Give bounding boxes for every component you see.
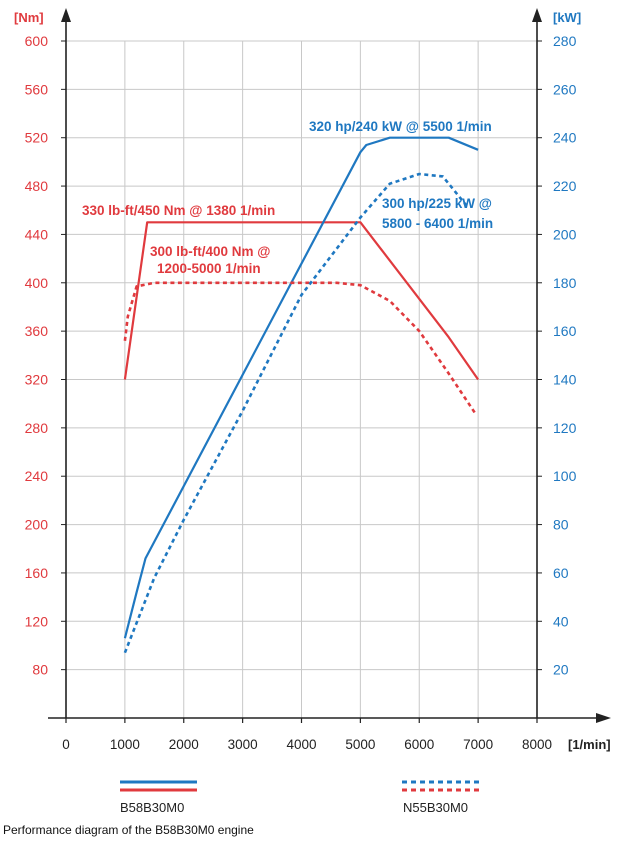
x-tick-label: 7000 (463, 737, 493, 752)
right-tick-label: 40 (553, 613, 569, 629)
left-tick-label: 520 (25, 130, 49, 146)
right-tick-label: 100 (553, 468, 577, 484)
series-lines (123, 136, 480, 654)
tick-labels: 0 1000 2000 3000 4000 5000 6000 7000 8000 80 120 16… (25, 33, 577, 752)
annotation-b58-power: 320 hp/240 kW @ 5500 1/min (309, 119, 492, 134)
left-tick-label: 280 (25, 420, 49, 436)
left-tick-label: 440 (25, 226, 49, 242)
x-tick-label: 6000 (404, 737, 434, 752)
left-tick-label: 200 (25, 517, 49, 533)
legend-n55-label: N55B30M0 (403, 800, 468, 815)
right-tick-label: 280 (553, 33, 577, 49)
left-tick-label: 360 (25, 323, 49, 339)
right-tick-label: 200 (553, 226, 577, 242)
right-tick-label: 260 (553, 81, 577, 97)
right-tick-label: 60 (553, 565, 569, 581)
series-n55b30m0-power-line (123, 172, 468, 654)
right-unit-label: [kW] (553, 10, 581, 25)
left-tick-label: 120 (25, 613, 49, 629)
series-b58b30m0-power-line (123, 136, 479, 639)
legend-b58-label: B58B30M0 (120, 800, 184, 815)
left-tick-label: 80 (32, 662, 48, 678)
right-tick-label: 20 (553, 662, 569, 678)
left-tick-label: 400 (25, 275, 49, 291)
annotation-n55-power-line2: 5800 - 6400 1/min (382, 216, 493, 231)
right-tick-label: 160 (553, 323, 577, 339)
x-unit-label: [1/min] (568, 737, 611, 752)
figure-caption: Performance diagram of the B58B30M0 engi… (3, 823, 254, 837)
x-axis-arrow (596, 713, 611, 723)
series-n55b30m0-torque-line (123, 281, 477, 415)
grid-lines (66, 40, 538, 718)
left-unit-label: [Nm] (14, 10, 44, 25)
right-tick-label: 180 (553, 275, 577, 291)
annotation-n55-torque-line1: 300 lb-ft/400 Nm @ (150, 244, 270, 259)
right-axis-arrow (532, 8, 542, 22)
x-tick-label: 5000 (345, 737, 375, 752)
right-tick-label: 80 (553, 517, 569, 533)
axes (48, 8, 611, 723)
left-tick-label: 320 (25, 372, 49, 388)
left-axis-arrow (61, 8, 71, 22)
legend: B58B30M0 N55B30M0 (120, 780, 482, 815)
annotation-b58-torque: 330 lb-ft/450 Nm @ 1380 1/min (82, 203, 275, 218)
x-tick-label: 0 (62, 737, 70, 752)
annotation-n55-power-line1: 300 hp/225 kW @ (382, 196, 492, 211)
series-b58b30m0-torque-line (123, 221, 480, 381)
left-tick-label: 160 (25, 565, 49, 581)
left-tick-label: 560 (25, 81, 49, 97)
left-tick-label: 480 (25, 178, 49, 194)
x-tick-label: 8000 (522, 737, 552, 752)
x-tick-label: 2000 (169, 737, 199, 752)
right-tick-label: 120 (553, 420, 577, 436)
x-tick-label: 3000 (228, 737, 258, 752)
left-tick-label: 240 (25, 468, 49, 484)
right-tick-label: 240 (553, 130, 577, 146)
left-tick-label: 600 (25, 33, 49, 49)
annotation-n55-torque-line2: 1200-5000 1/min (157, 261, 261, 276)
right-tick-label: 220 (553, 178, 577, 194)
right-tick-label: 140 (553, 372, 577, 388)
x-tick-label: 1000 (110, 737, 140, 752)
x-tick-label: 4000 (286, 737, 316, 752)
